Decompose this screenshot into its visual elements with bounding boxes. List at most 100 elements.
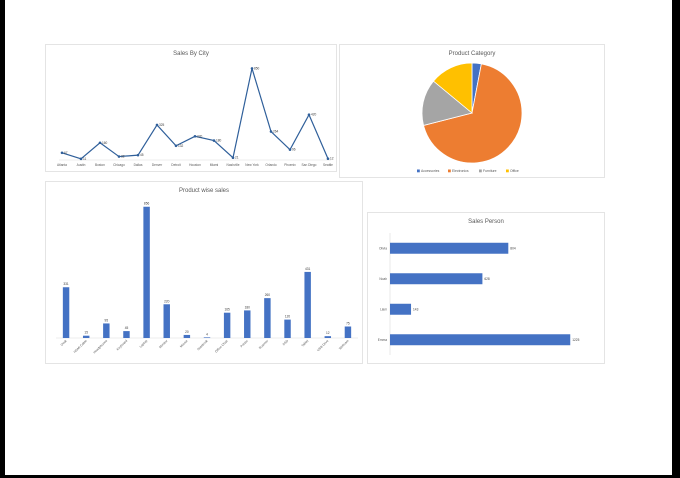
bar	[223, 312, 231, 338]
sales-by-city-svg: Sales By City 67 Atlanta 11 Austin 160 Boston 3…	[57, 51, 334, 167]
x-tick-label: Printer	[240, 338, 250, 348]
product-wise-sales-svg: Product wise sales 331 Desk 15 HDMI Cable 95 H…	[56, 188, 358, 355]
data-point	[269, 130, 273, 133]
product-category-svg: Product Category Accessories Electronics Fu…	[417, 51, 523, 173]
legend-swatch	[417, 169, 420, 173]
sales-by-city-chart[interactable]: Sales By City 67 Atlanta 11 Austin 160 Boston 3…	[45, 44, 337, 172]
x-tick-label: San Diego	[302, 163, 317, 167]
x-tick-label: Laptop	[139, 339, 149, 349]
data-label: 804	[510, 246, 516, 250]
data-label: 165	[224, 308, 230, 312]
data-point	[288, 148, 292, 151]
data-point	[231, 156, 235, 160]
bar	[304, 271, 311, 338]
data-label: 850	[254, 66, 260, 70]
data-point	[193, 134, 197, 138]
worksheet-page: Sales By City 67 Atlanta 11 Austin 160 Boston 3…	[5, 0, 672, 475]
data-label: 21	[235, 156, 239, 160]
x-tick-label: Miami	[210, 163, 219, 167]
data-label: 67	[64, 151, 68, 155]
bar	[103, 323, 110, 338]
data-label: 180	[245, 305, 251, 309]
x-tick-label: Nashville	[227, 163, 240, 167]
bar	[324, 336, 332, 338]
data-point	[212, 139, 216, 142]
data-point	[174, 144, 178, 148]
pie-slice	[432, 62, 473, 114]
bar	[183, 334, 191, 338]
x-tick-label: Detroit	[171, 163, 181, 167]
x-tick-label: Webcam	[338, 339, 350, 351]
data-label: 143	[413, 307, 419, 311]
data-label: 4	[206, 332, 208, 336]
chart-title: Product Category	[449, 51, 496, 57]
x-tick-label: HDMI Cable	[73, 339, 88, 354]
x-tick-label: Scanner	[258, 338, 270, 350]
pie-slice	[423, 63, 523, 164]
y-tick-label: Emma	[378, 338, 387, 342]
x-tick-label: Headphones	[92, 339, 108, 355]
data-label: 11	[83, 157, 87, 161]
data-label: 95	[105, 318, 109, 322]
x-tick-label: Desk	[60, 339, 68, 347]
sales-person-svg: Sales Person 804 Olivia 628 Noah 143 Liam 1225 E…	[378, 219, 580, 355]
x-tick-label: Seattle	[323, 163, 333, 167]
legend-swatch	[479, 169, 482, 173]
data-label: 15	[84, 331, 88, 335]
data-point	[136, 153, 140, 157]
data-point	[307, 113, 311, 117]
data-label: 45	[125, 326, 129, 330]
x-tick-label: Atlanta	[57, 163, 67, 167]
data-label: 12	[330, 157, 334, 161]
x-tick-label: Chicago	[113, 163, 125, 167]
data-point	[117, 155, 121, 158]
bar	[390, 303, 412, 315]
bar	[244, 310, 251, 338]
product-wise-sales-chart[interactable]: Product wise sales 331 Desk 15 HDMI Cable 95 H…	[45, 181, 363, 364]
data-label: 260	[265, 293, 271, 297]
data-label: 331	[63, 282, 69, 286]
data-label: 20	[185, 330, 189, 334]
data-label: 160	[102, 141, 108, 145]
x-tick-label: Notebook	[196, 339, 209, 352]
data-point	[60, 151, 64, 155]
data-label: 431	[305, 267, 311, 271]
bar	[143, 206, 150, 338]
chart-title: Sales By City	[173, 51, 209, 57]
bar	[163, 304, 170, 338]
data-label: 325	[159, 123, 165, 127]
product-category-chart[interactable]: Product Category Accessories Electronics Fu…	[339, 44, 605, 178]
y-tick-label: Olivia	[379, 246, 387, 250]
x-tick-label: Office Chair	[214, 338, 229, 353]
series-line	[61, 68, 329, 160]
x-tick-label: Dallas	[134, 163, 143, 167]
chart-title: Product wise sales	[179, 188, 229, 194]
data-label: 1225	[572, 338, 579, 342]
x-tick-label: USB Drive	[316, 339, 330, 353]
data-label: 628	[484, 277, 490, 281]
data-label: 32	[121, 155, 125, 159]
legend-label: Office	[510, 169, 519, 173]
data-label: 220	[164, 299, 170, 303]
x-tick-label: Mouse	[179, 339, 189, 349]
data-point	[326, 157, 330, 161]
data-label: 96	[292, 148, 296, 152]
data-label: 45	[140, 153, 144, 157]
data-label: 75	[346, 322, 350, 326]
x-tick-label: Denver	[152, 163, 163, 167]
bar	[390, 242, 509, 254]
legend-swatch	[506, 169, 509, 173]
sales-person-chart[interactable]: Sales Person 804 Olivia 628 Noah 143 Liam 1225 E…	[367, 212, 605, 364]
legend-label: Electronics	[452, 169, 469, 173]
chart-title: Sales Person	[468, 219, 504, 225]
x-tick-label: SSD	[282, 338, 290, 346]
y-tick-label: Noah	[379, 277, 387, 281]
data-point	[79, 157, 83, 161]
data-label: 856	[144, 202, 150, 206]
data-label: 12	[326, 331, 330, 335]
data-label: 220	[197, 134, 203, 138]
bar	[264, 298, 271, 338]
x-tick-label: Phoenix	[284, 163, 296, 167]
data-label: 120	[285, 315, 291, 319]
bar	[82, 335, 90, 338]
